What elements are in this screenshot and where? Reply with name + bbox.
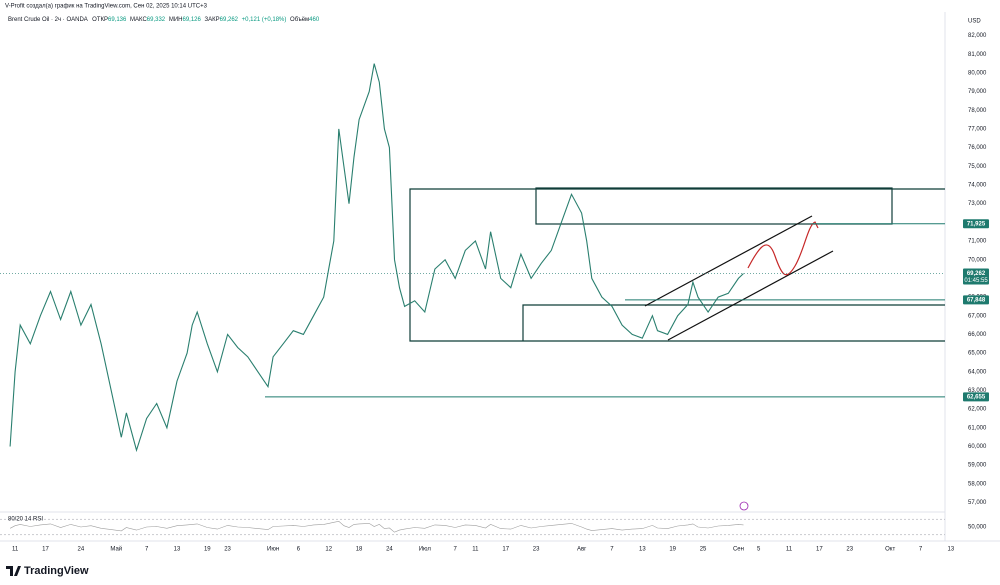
level-badge <box>963 392 989 402</box>
x-tick-label: Окт <box>885 547 895 553</box>
symbol-legend: Brent Crude Oil · 2ч · OANDA ОТКР69,136 … <box>8 17 320 23</box>
x-tick-label: 11 <box>472 547 479 553</box>
last-price-badge <box>963 268 989 285</box>
x-tick-label: 11 <box>12 547 19 553</box>
close-label: ЗАКР <box>205 17 220 23</box>
y-tick-label: 82,000 <box>968 33 987 39</box>
x-tick-label: 7 <box>454 547 458 553</box>
x-tick-label: 18 <box>356 547 363 553</box>
y-tick-label: 78,000 <box>968 108 987 114</box>
x-tick-label: 13 <box>639 547 646 553</box>
y-tick-label: 76,000 <box>968 145 987 151</box>
x-tick-label: 13 <box>174 547 181 553</box>
rsi-mid-label: 50,000 <box>968 525 987 531</box>
resistance-box <box>535 187 893 225</box>
y-tick-label: 74,000 <box>968 183 987 189</box>
rsi-title: 80/20 14 RSI <box>8 517 43 523</box>
last-price-label: 69,262 <box>967 271 986 277</box>
channel-bottom <box>667 250 834 341</box>
x-tick-label: 17 <box>816 547 823 553</box>
volume: 460 <box>309 17 320 23</box>
x-tick-label: Июл <box>419 547 432 553</box>
x-tick-label: 25 <box>700 547 707 553</box>
level-badge <box>963 219 989 229</box>
level-label: 62,655 <box>967 394 986 400</box>
y-tick-label: 64,000 <box>968 369 987 375</box>
currency: USD <box>968 19 981 25</box>
level-label: 71,925 <box>967 221 986 227</box>
y-tick-label: 61,000 <box>968 425 987 431</box>
x-tick-label: 23 <box>224 547 231 553</box>
y-tick-label: 67,000 <box>968 313 987 319</box>
logo-mark <box>6 566 21 576</box>
y-tick-label: 79,000 <box>968 89 987 95</box>
x-tick-label: 17 <box>42 547 49 553</box>
x-tick-label: Май <box>110 546 122 553</box>
x-tick-label: 6 <box>297 547 301 553</box>
y-tick-label: 71,000 <box>968 239 987 245</box>
forecast-path <box>747 221 819 276</box>
y-tick-label: 75,000 <box>968 164 987 170</box>
x-tick-label: 17 <box>502 547 509 553</box>
channel-top <box>644 215 813 307</box>
close: 69,262 <box>220 17 239 23</box>
y-tick-label: 81,000 <box>968 52 987 58</box>
x-tick-label: 24 <box>78 547 85 553</box>
x-tick-label: Авг <box>577 547 587 553</box>
x-tick-label: 7 <box>610 547 614 553</box>
open-label: ОТКР <box>92 17 108 23</box>
price-line <box>9 63 744 453</box>
level-label: 67,848 <box>967 297 986 303</box>
x-tick-label: 19 <box>669 547 676 553</box>
x-tick-label: Июн <box>267 547 279 553</box>
brand-logo: TradingView <box>6 565 89 577</box>
range-box <box>409 188 945 342</box>
x-tick-label: 19 <box>204 547 211 553</box>
x-tick-label: 12 <box>325 547 332 553</box>
support-box <box>522 304 945 341</box>
drawings <box>409 187 945 342</box>
y-tick-label: 80,000 <box>968 70 987 76</box>
x-tick-label: 11 <box>786 547 793 553</box>
x-tick-label: 5 <box>757 547 761 553</box>
x-tick-label: 13 <box>948 547 955 553</box>
y-tick-label: 66,000 <box>968 332 987 338</box>
symbol: Brent Crude Oil · 2ч · OANDA <box>8 17 88 23</box>
x-tick-label: Сен <box>733 547 744 553</box>
change: +0,121 (+0,18%) <box>242 17 287 23</box>
rsi-line <box>9 520 744 533</box>
open: 69,136 <box>108 17 127 23</box>
event-icon[interactable] <box>739 501 749 511</box>
high: 69,332 <box>147 17 166 23</box>
y-tick-label: 70,000 <box>968 257 987 263</box>
low: 69,126 <box>182 17 201 23</box>
y-tick-label: 62,000 <box>968 407 987 413</box>
high-label: МАКС <box>130 17 147 23</box>
price-series <box>9 63 744 453</box>
x-tick-label: 24 <box>386 547 393 553</box>
countdown: 01:45:55 <box>964 278 988 284</box>
y-tick-label: 60,000 <box>968 444 987 450</box>
y-tick-label: 58,000 <box>968 481 987 487</box>
level-badge <box>963 295 989 305</box>
y-tick-label: 77,000 <box>968 127 987 133</box>
x-tick-label: 7 <box>145 547 149 553</box>
credit: V-Profit создал(а) график на TradingView… <box>5 4 208 10</box>
volume-label: Объём <box>290 17 309 23</box>
x-tick-label: 23 <box>846 547 853 553</box>
y-tick-label: 73,000 <box>968 201 987 207</box>
y-tick-label: 63,000 <box>968 388 987 394</box>
y-tick-label: 59,000 <box>968 463 987 469</box>
y-tick-label: 65,000 <box>968 351 987 357</box>
x-tick-label: 7 <box>919 547 923 553</box>
low-label: МИН <box>169 17 183 23</box>
y-tick-label: 57,000 <box>968 500 987 506</box>
x-tick-label: 23 <box>533 547 540 553</box>
brand: TradingView <box>24 565 89 577</box>
